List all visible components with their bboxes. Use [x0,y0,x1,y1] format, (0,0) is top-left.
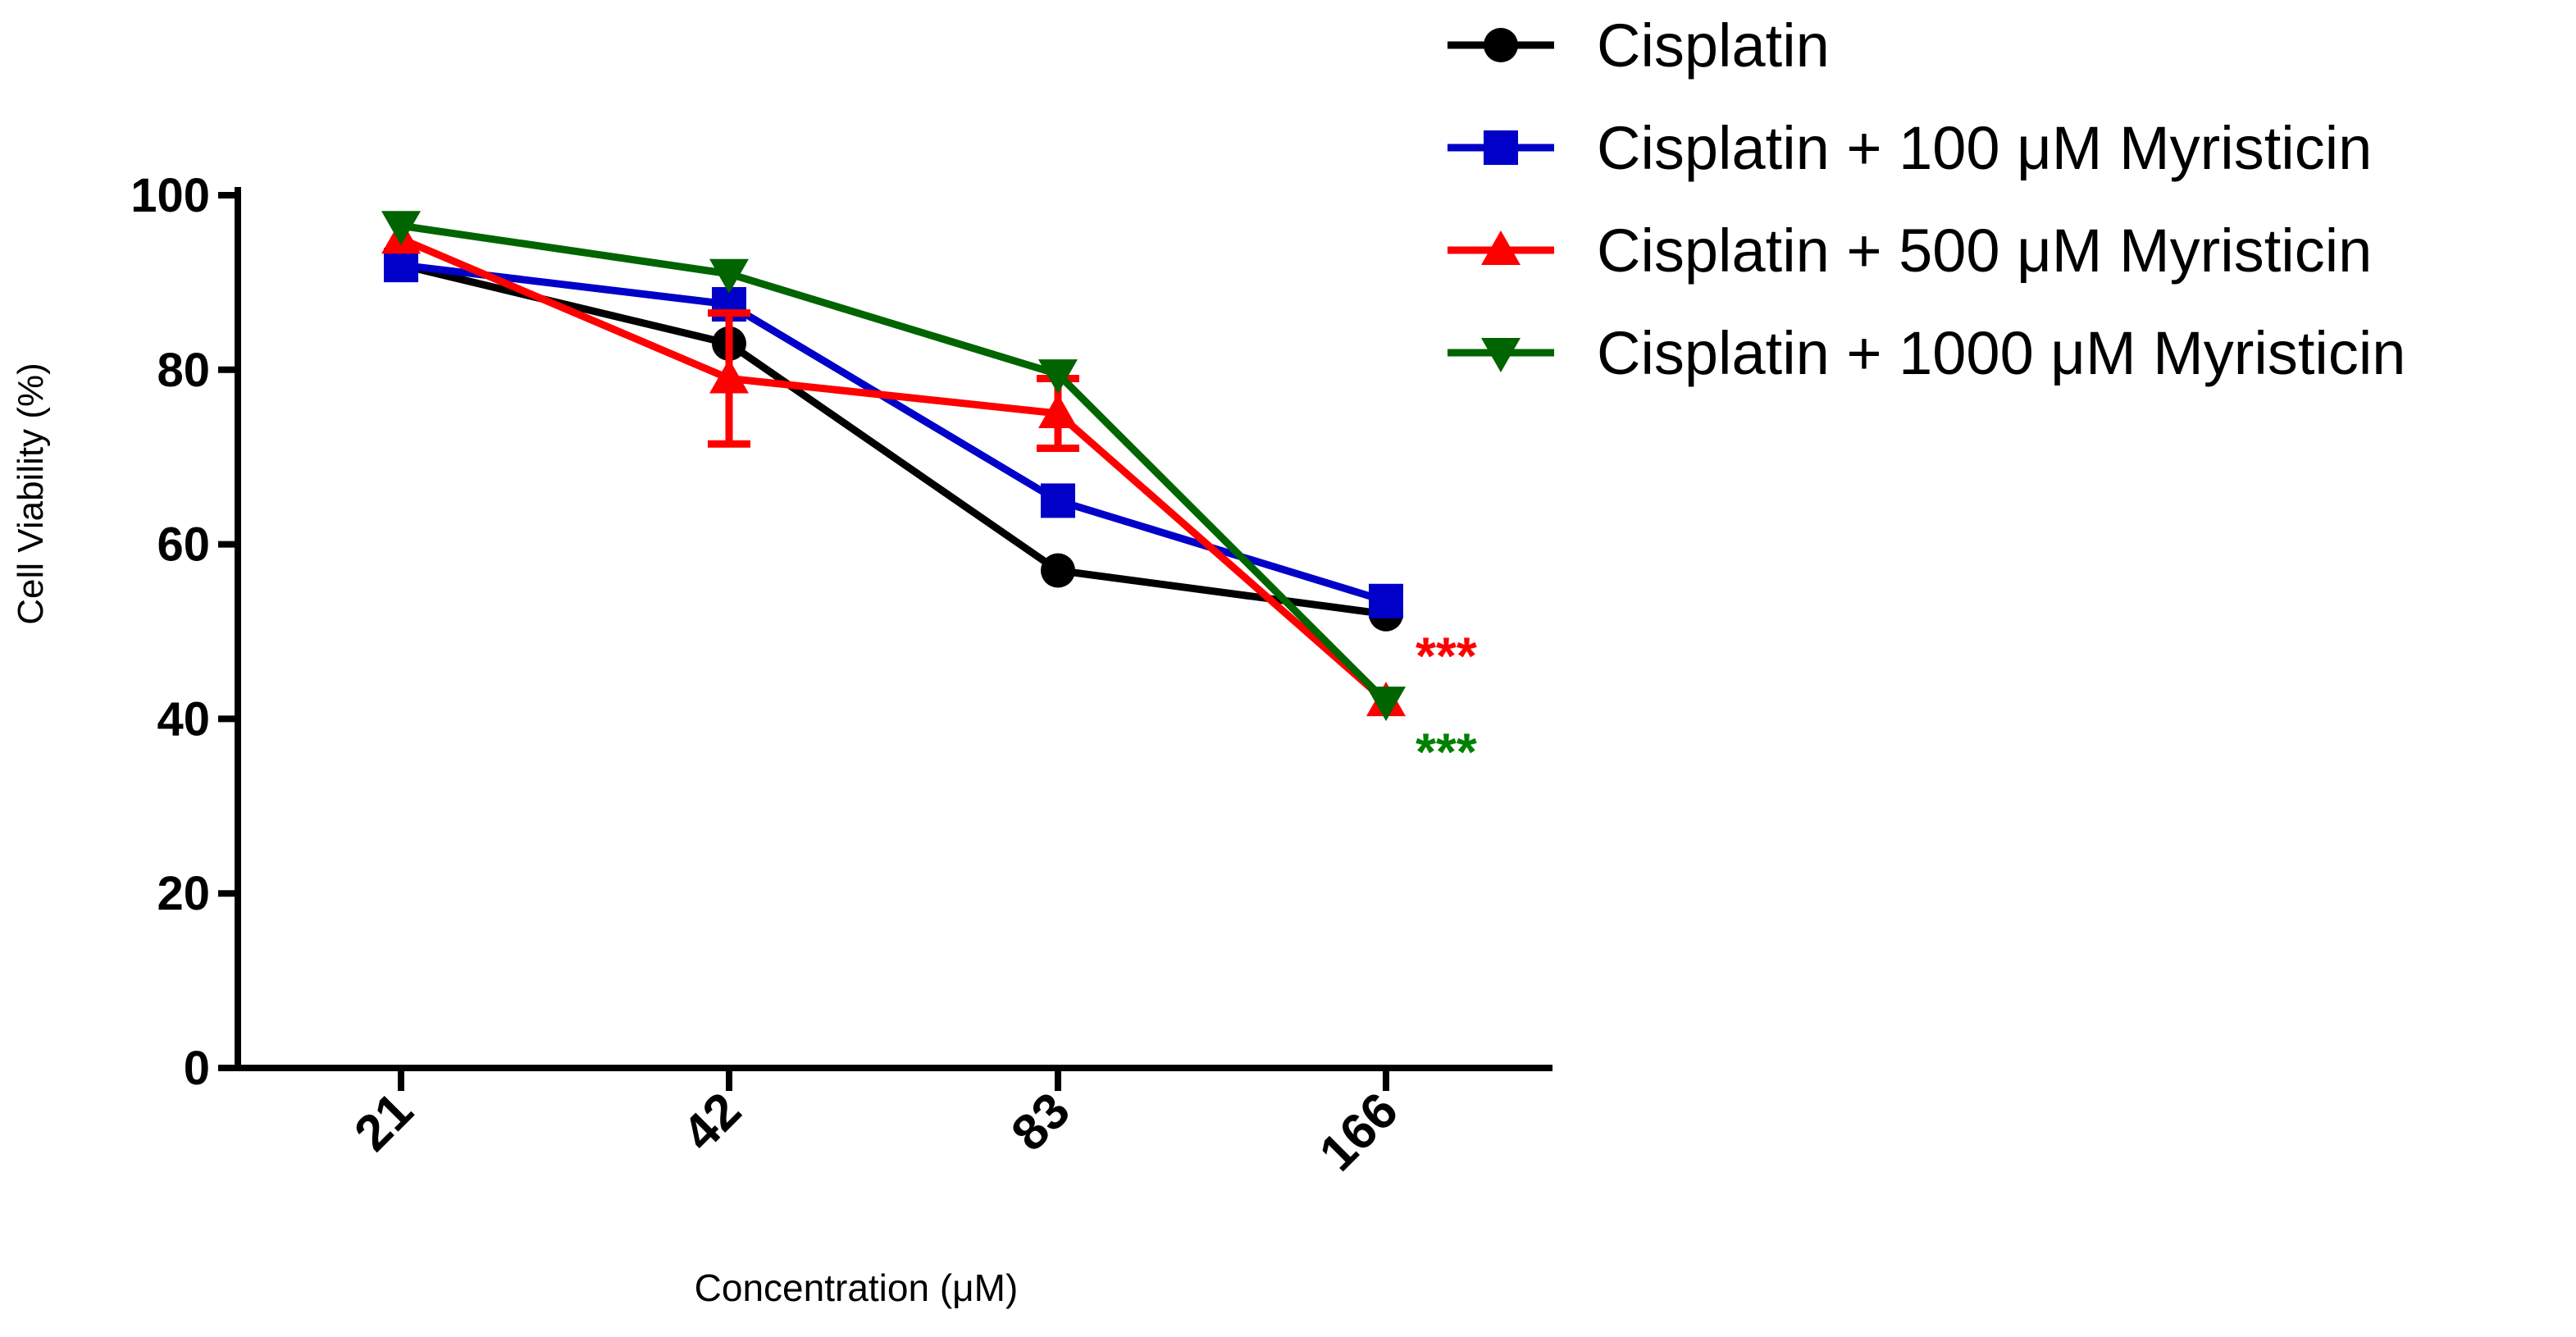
legend-marker [1481,338,1521,372]
y-tick-label: 0 [184,1042,210,1095]
data-point [1041,483,1075,518]
y-tick-label: 80 [157,344,210,397]
data-point [1369,583,1403,618]
legend-label: Cisplatin [1597,11,1830,80]
legend-item: Cisplatin + 1000 μM Myristicin [1448,319,2405,387]
series-0 [384,248,1403,632]
data-point [1038,359,1078,395]
data-point [1038,394,1078,428]
y-tick-label: 60 [157,518,210,572]
x-tick-label: 166 [1309,1082,1409,1182]
annotations: *** *** [1416,626,1477,781]
data-point [1041,553,1075,588]
legend-marker [1481,230,1521,265]
x-tick-label: 83 [1001,1082,1081,1162]
legend-label: Cisplatin + 1000 μM Myristicin [1597,319,2405,387]
legend-label: Cisplatin + 100 μM Myristicin [1597,114,2372,182]
legend: Cisplatin Cisplatin + 100 μM Myristicin Ci… [1448,11,2405,387]
x-tick-label: 42 [672,1082,752,1162]
series-3 [381,211,1406,722]
legend-item: Cisplatin + 500 μM Myristicin [1448,217,2372,285]
data-point [381,211,421,246]
y-tick-label: 40 [157,692,210,746]
legend-marker [1484,28,1518,62]
series-line [399,261,1387,618]
x-tick-label: 21 [344,1082,424,1162]
legend-marker [1484,130,1518,165]
x-axis-label: Concentration (μM) [695,1266,1019,1309]
y-tick-label: 100 [130,169,210,222]
series-line [400,221,1389,705]
legend-item: Cisplatin + 100 μM Myristicin [1448,114,2372,182]
series-2 [381,219,1406,717]
series-line [400,261,1388,605]
legend-item: Cisplatin [1448,11,1830,80]
data-point [709,358,749,394]
legend-label: Cisplatin + 500 μM Myristicin [1597,217,2372,285]
data-point [1366,687,1406,722]
y-tick-label: 20 [157,867,210,920]
plot-area [381,211,1406,722]
y-axis-label: Cell Viability (%) [11,363,51,625]
significance-label: *** [1416,626,1477,685]
significance-label: *** [1416,722,1477,781]
series-line [399,235,1388,705]
data-point [709,258,749,294]
axes: 0 20 40 60 80 100 21 42 83 166 [130,169,1552,1182]
